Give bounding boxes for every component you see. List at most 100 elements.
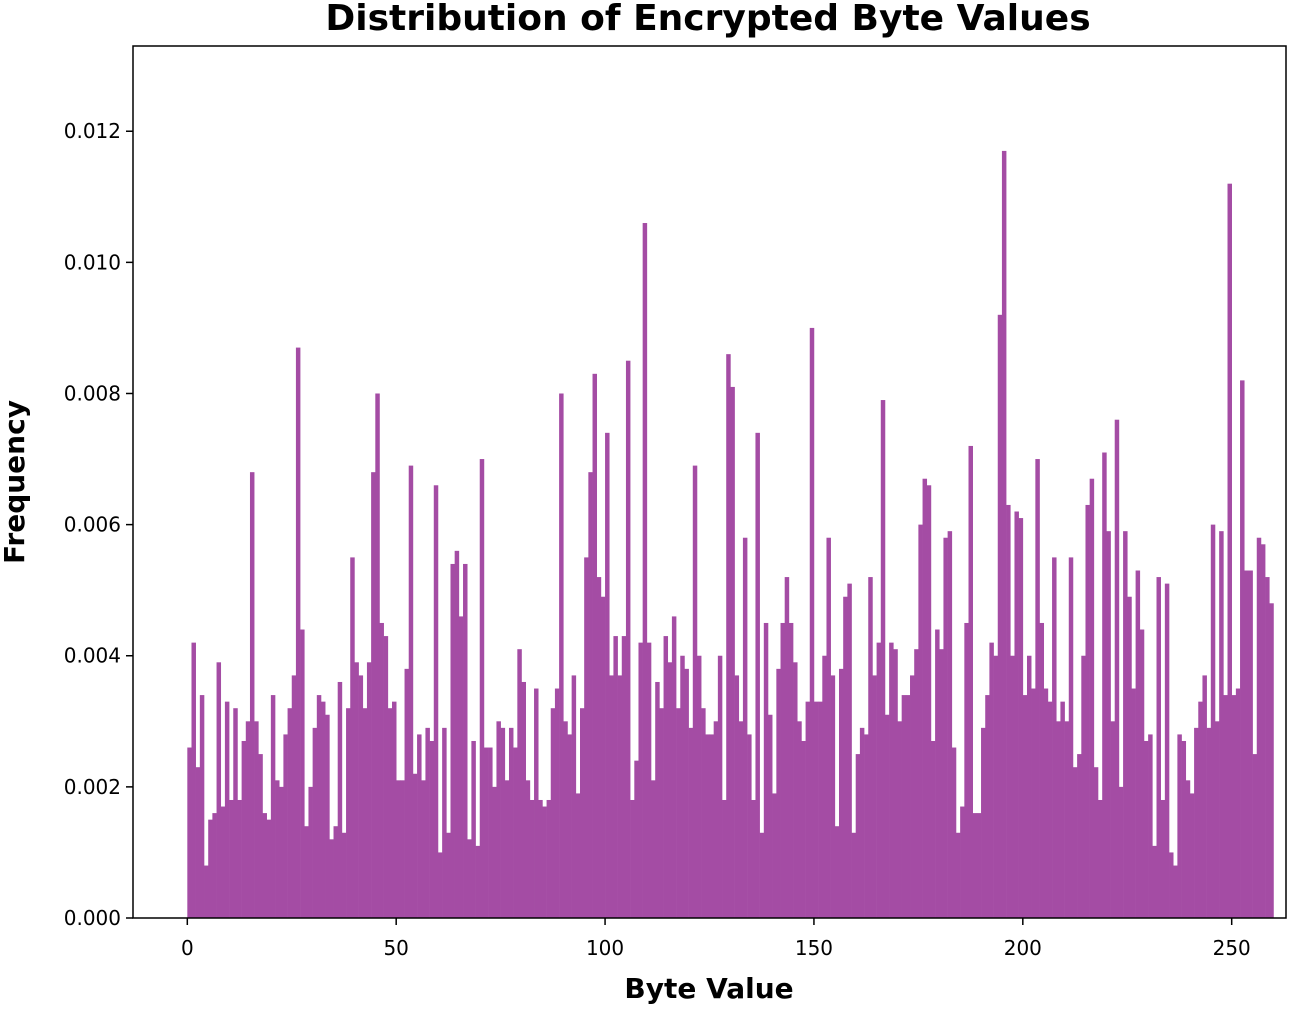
histogram-bar	[960, 806, 965, 918]
histogram-bar	[325, 714, 330, 918]
histogram-bar	[734, 675, 740, 918]
histogram-bar	[859, 727, 865, 918]
histogram-bar	[245, 721, 251, 918]
histogram-bar	[788, 622, 794, 918]
histogram-bar	[1035, 459, 1040, 918]
histogram-bar	[433, 485, 439, 918]
histogram-bar	[1160, 799, 1166, 918]
x-tick-label: 0	[181, 936, 194, 960]
histogram-bar	[943, 537, 948, 918]
histogram-bar	[976, 813, 982, 918]
histogram-bar	[479, 459, 485, 918]
histogram-bar	[1026, 655, 1032, 918]
histogram-bar	[588, 472, 593, 918]
histogram-bar	[1114, 419, 1120, 918]
histogram-bar	[855, 754, 861, 918]
x-tick-label: 100	[586, 936, 624, 960]
histogram-bar	[621, 636, 627, 918]
histogram-bar	[283, 734, 288, 918]
histogram-bar	[1244, 570, 1249, 918]
histogram-bar	[717, 655, 723, 918]
histogram-bar	[371, 472, 376, 918]
histogram-bar	[1189, 793, 1195, 918]
histogram-bar	[191, 642, 196, 918]
histogram-bar	[772, 793, 777, 918]
histogram-bar	[404, 668, 410, 918]
histogram-bar	[300, 629, 305, 918]
histogram-bar	[1010, 655, 1015, 918]
histogram-bar	[767, 714, 773, 918]
histogram-bar	[922, 478, 928, 918]
histogram-bar	[1152, 845, 1157, 918]
histogram-bar	[993, 655, 999, 918]
histogram-bar	[233, 708, 238, 918]
histogram-bar	[981, 727, 986, 918]
histogram-bar	[400, 780, 405, 918]
x-axis-ticks: 0 50 100 150 200 250	[181, 918, 1251, 960]
histogram-bar	[818, 701, 823, 918]
histogram-bar	[801, 740, 806, 918]
histogram-bar	[751, 799, 756, 918]
histogram-bar	[625, 360, 631, 919]
histogram-bar	[529, 799, 535, 918]
histogram-bar	[730, 386, 735, 918]
histogram-bar	[195, 767, 201, 918]
histogram-bar	[346, 708, 351, 918]
histogram-bar	[1106, 531, 1111, 918]
plot-frame	[132, 45, 1287, 919]
histogram-bar	[1098, 799, 1103, 918]
histogram-bar	[1056, 721, 1061, 918]
histogram-bar	[663, 636, 669, 918]
histogram-bar	[646, 642, 652, 918]
histogram-bar	[642, 223, 648, 918]
histogram-bar	[634, 760, 639, 918]
histogram-bar	[696, 655, 702, 918]
x-tick-label: 250	[1213, 936, 1251, 960]
histogram-bar	[876, 642, 882, 918]
histogram-bar	[1169, 852, 1174, 918]
histogram-bar	[872, 675, 877, 918]
histogram-bar	[1164, 583, 1170, 918]
histogram-bar	[216, 662, 222, 918]
histogram-bar	[538, 799, 543, 918]
histogram-bar	[554, 688, 560, 918]
histogram-bar	[738, 721, 744, 918]
histogram-bar	[1118, 786, 1124, 918]
histogram-bar	[220, 806, 226, 918]
histogram-bar	[580, 708, 585, 918]
histogram-bar	[383, 636, 389, 918]
histogram-bar	[910, 675, 915, 918]
histogram-bar	[1260, 544, 1266, 918]
histogram-bar	[559, 393, 564, 918]
histogram-bar	[617, 675, 623, 918]
histogram-bar	[793, 662, 798, 918]
histogram-bar	[379, 622, 384, 918]
histogram-bar	[1223, 695, 1228, 918]
histogram-bar	[935, 629, 940, 918]
histogram-bar	[279, 786, 284, 918]
histogram-bar	[1139, 629, 1145, 918]
histogram-bar	[667, 662, 673, 918]
histogram-bar	[475, 845, 481, 918]
histogram-bar	[884, 714, 890, 918]
histogram-bar	[366, 662, 372, 918]
histogram-bar	[1265, 577, 1270, 918]
histogram-bar	[951, 747, 957, 918]
histogram-bar	[1210, 524, 1216, 918]
histogram-bar	[1131, 688, 1136, 918]
histogram-bar	[550, 708, 556, 918]
histogram-bar	[1214, 721, 1220, 918]
histogram-bar	[997, 314, 1003, 918]
histogram-bar	[500, 727, 506, 918]
histogram-bar	[488, 747, 493, 918]
histogram-bar	[1031, 688, 1036, 918]
histogram-bar	[1194, 727, 1199, 918]
histogram-bar	[1143, 740, 1149, 918]
histogram-bar	[224, 701, 230, 918]
histogram-bar	[408, 465, 414, 918]
histogram-bar	[584, 557, 589, 918]
histogram-bar	[358, 675, 364, 918]
histogram-bar	[676, 708, 681, 918]
histogram-bar	[692, 465, 698, 918]
